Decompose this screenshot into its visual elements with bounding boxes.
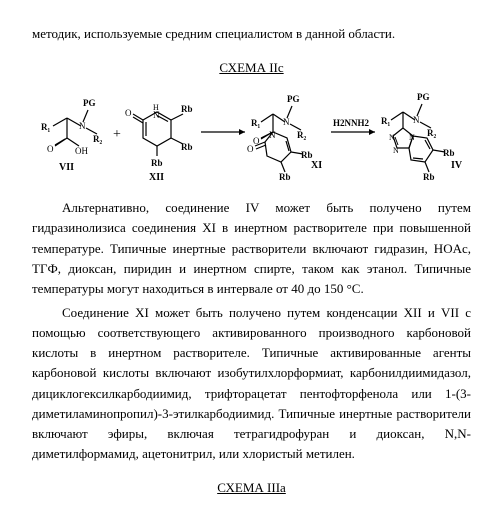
svg-text:+: + [113,127,121,142]
svg-text:R₁: R₁ [251,118,260,128]
svg-text:O: O [247,144,254,154]
svg-text:PG: PG [417,92,430,102]
svg-text:R₂: R₂ [93,134,102,144]
svg-text:N: N [79,121,86,131]
svg-text:N: N [413,115,420,125]
scheme-iiia-title: СХЕМА IIIa [32,478,471,498]
scheme-iic-diagram: N PG R₂ R₁ O OH VII + H N O Rb Rb Rb [32,88,471,184]
svg-text:N: N [153,110,160,120]
svg-text:O: O [47,144,54,154]
svg-text:R₂: R₂ [427,128,436,138]
svg-text:N: N [389,133,395,142]
scheme-iic-title: СХЕМА IIc [32,58,471,78]
svg-text:N: N [269,130,276,140]
svg-text:VII: VII [59,162,74,173]
svg-text:N: N [393,146,399,155]
svg-text:XI: XI [311,160,322,171]
svg-text:XII: XII [149,172,164,183]
svg-text:Rb: Rb [151,158,163,168]
svg-text:Rb: Rb [301,150,313,160]
svg-text:PG: PG [287,94,300,104]
svg-text:OH: OH [75,146,88,156]
svg-text:R₁: R₁ [41,122,50,132]
svg-text:Rb: Rb [181,104,193,114]
svg-text:R₁: R₁ [381,116,390,126]
svg-text:Rb: Rb [279,172,291,182]
svg-text:PG: PG [83,98,96,108]
paragraph-1: Альтернативно, соединение IV может быть … [32,198,471,299]
svg-text:Rb: Rb [443,148,455,158]
paragraph-2: Соединение XI может быть получено путем … [32,303,471,464]
svg-text:N: N [283,117,290,127]
svg-text:H2NNH2: H2NNH2 [333,118,370,128]
svg-text:Rb: Rb [181,142,193,152]
svg-text:O: O [125,108,132,118]
svg-text:IV: IV [451,160,463,171]
svg-text:Rb: Rb [423,172,435,182]
intro-fragment: методик, используемые средним специалист… [32,24,471,44]
svg-text:R₂: R₂ [297,130,306,140]
